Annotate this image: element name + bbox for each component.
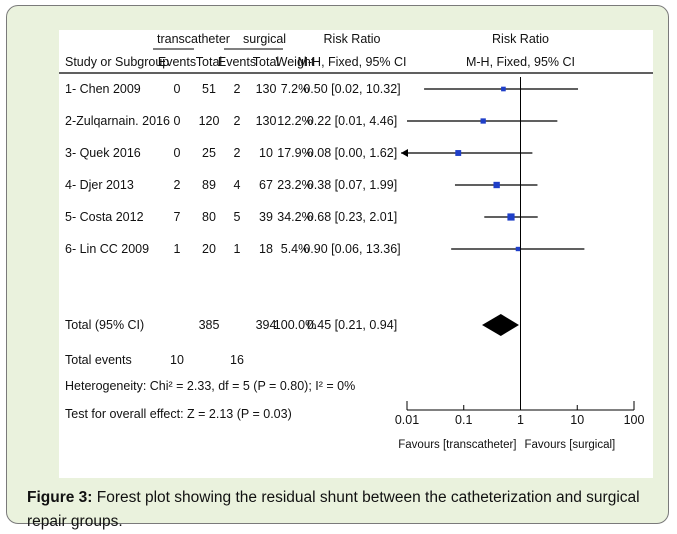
x-tick-label: 0.1 [455, 413, 472, 427]
x-tick-label: 0.01 [395, 413, 419, 427]
study-total1: 80 [202, 210, 216, 224]
study-total1: 51 [202, 82, 216, 96]
caption-label: Figure 3: [27, 489, 93, 506]
study-total2: 10 [259, 146, 273, 160]
study-total1: 20 [202, 242, 216, 256]
header-study: Study or Subgroup [65, 55, 169, 69]
heterogeneity-text: Heterogeneity: Chi² = 2.33, df = 5 (P = … [65, 379, 355, 393]
study-events1: 1 [174, 242, 181, 256]
favours-left-label: Favours [transcatheter] [398, 439, 516, 451]
study-events1: 0 [174, 114, 181, 128]
study-events2: 2 [234, 146, 241, 160]
favours-right-label: Favours [surgical] [525, 439, 616, 451]
study-ci-text: 0.90 [0.06, 13.36] [303, 242, 400, 256]
study-name: 2-Zulqarnain. 2016 [65, 114, 170, 128]
study-weight: 7.2% [281, 82, 310, 96]
header-total1: Total [196, 55, 222, 69]
study-ci-text: 0.50 [0.02, 10.32] [303, 82, 400, 96]
study-total2: 18 [259, 242, 273, 256]
overall-effect-text: Test for overall effect: Z = 2.13 (P = 0… [65, 407, 292, 421]
study-name: 5- Costa 2012 [65, 210, 144, 224]
study-point [480, 118, 486, 124]
x-tick-label: 100 [624, 413, 645, 427]
header-plot-title: Risk Ratio [492, 32, 549, 46]
study-point [515, 246, 521, 252]
study-events2: 2 [234, 114, 241, 128]
header-events2: Events [218, 55, 256, 69]
total-events-label: Total events [65, 353, 132, 367]
study-total2: 130 [256, 114, 277, 128]
study-weight: 17.9% [277, 146, 312, 160]
study-point [507, 213, 515, 221]
study-total2: 67 [259, 178, 273, 192]
header-group1: transcatheter [157, 32, 230, 46]
header-method: M-H, Fixed, 95% CI [297, 55, 406, 69]
total-diamond [482, 314, 519, 336]
study-events2: 2 [234, 82, 241, 96]
study-ci-text: 0.68 [0.23, 2.01] [307, 210, 397, 224]
study-name: 3- Quek 2016 [65, 146, 141, 160]
study-weight: 12.2% [277, 114, 312, 128]
header-group2: surgical [243, 32, 286, 46]
study-name: 6- Lin CC 2009 [65, 242, 149, 256]
figure-caption: Figure 3: Forest plot showing the residu… [27, 486, 657, 534]
total-events2: 16 [230, 353, 244, 367]
study-events1: 0 [174, 146, 181, 160]
x-tick-label: 10 [570, 413, 584, 427]
forest-plot-svg: transcatheter surgical Risk Ratio Risk Rati… [59, 32, 653, 451]
header-plot-method: M-H, Fixed, 95% CI [466, 55, 575, 69]
header-events1: Events [158, 55, 196, 69]
study-point [455, 150, 462, 156]
caption-text: Forest plot showing the residual shunt b… [27, 489, 640, 530]
header-effect-title: Risk Ratio [324, 32, 381, 46]
total-ci-text: 0.45 [0.21, 0.94] [307, 318, 397, 332]
study-events2: 1 [234, 242, 241, 256]
study-weight: 5.4% [281, 242, 310, 256]
study-total2: 39 [259, 210, 273, 224]
study-name: 1- Chen 2009 [65, 82, 141, 96]
study-events2: 4 [234, 178, 241, 192]
study-ci-text: 0.08 [0.00, 1.62] [307, 146, 397, 160]
study-point [493, 181, 500, 189]
study-total1: 25 [202, 146, 216, 160]
study-events1: 7 [174, 210, 181, 224]
study-name: 4- Djer 2013 [65, 178, 134, 192]
total-weight: 100.0% [274, 318, 316, 332]
x-tick-label: 1 [517, 413, 524, 427]
study-ci-arrow [401, 149, 408, 157]
study-ci-text: 0.38 [0.07, 1.99] [307, 178, 397, 192]
total-total2: 394 [256, 318, 277, 332]
total-total1: 385 [199, 318, 220, 332]
study-ci-text: 0.22 [0.01, 4.46] [307, 114, 397, 128]
study-total1: 120 [199, 114, 220, 128]
total-label: Total (95% CI) [65, 318, 144, 332]
figure-card: transcatheter surgical Risk Ratio Risk Rati… [6, 5, 669, 530]
study-events2: 5 [234, 210, 241, 224]
header-weight: Weight [276, 55, 315, 69]
study-weight: 23.2% [277, 178, 312, 192]
study-events1: 0 [174, 82, 181, 96]
study-point [501, 86, 506, 92]
study-events1: 2 [174, 178, 181, 192]
study-total2: 130 [256, 82, 277, 96]
study-total1: 89 [202, 178, 216, 192]
study-weight: 34.2% [277, 210, 312, 224]
forest-plot: transcatheter surgical Risk Ratio Risk Rati… [59, 30, 653, 478]
total-events1: 10 [170, 353, 184, 367]
header-total2: Total [253, 55, 279, 69]
